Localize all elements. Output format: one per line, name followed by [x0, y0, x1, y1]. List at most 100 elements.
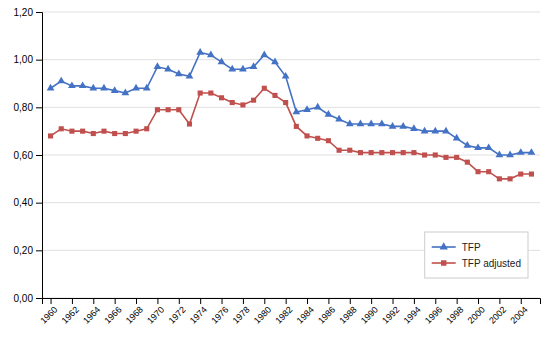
series-marker — [422, 152, 427, 157]
series-marker — [91, 131, 96, 136]
x-tick: 2000 — [466, 298, 487, 326]
x-tick-label: 1986 — [316, 304, 337, 325]
x-tick-mark — [328, 298, 329, 304]
series-marker — [410, 124, 418, 131]
series-marker — [175, 69, 183, 76]
x-tick: 1970 — [145, 298, 166, 326]
x-tick-label: 1998 — [444, 304, 465, 325]
x-tick-mark — [371, 298, 372, 304]
x-tick-label: 1988 — [337, 304, 358, 325]
x-tick-mark — [414, 298, 415, 304]
series-marker — [283, 100, 288, 105]
series-marker — [121, 89, 129, 96]
x-tick: 1996 — [423, 298, 444, 326]
x-tick-mark — [286, 298, 287, 304]
x-tick-mark — [499, 298, 500, 304]
series-marker — [47, 84, 55, 91]
y-tick-label: 0,00 — [14, 293, 34, 304]
series-marker — [431, 127, 439, 134]
y-axis-line — [36, 13, 43, 299]
x-tick-label: 2004 — [508, 304, 529, 325]
y-tick-label: 1,00 — [14, 54, 34, 65]
series-marker — [89, 84, 97, 91]
x-tick-mark — [72, 298, 73, 304]
series-marker — [379, 150, 384, 155]
series-marker — [260, 50, 268, 57]
series-marker — [166, 107, 171, 112]
x-tick-label: 1978 — [231, 304, 252, 325]
grid — [42, 12, 540, 298]
series-marker — [111, 86, 119, 93]
x-tick: 1998 — [444, 298, 465, 326]
x-tick: 1960 — [38, 298, 59, 326]
series-marker — [508, 176, 513, 181]
x-tick-label: 1984 — [295, 304, 316, 325]
x-tick-label: 1990 — [359, 304, 380, 325]
y-tick-mark — [36, 60, 42, 61]
series-marker — [358, 150, 363, 155]
grid-line — [42, 155, 540, 156]
x-tick: 1988 — [337, 298, 358, 326]
series-marker — [518, 172, 523, 177]
series-marker — [186, 72, 194, 79]
legend-box — [425, 232, 528, 278]
series-marker — [357, 120, 365, 127]
x-tick-mark — [222, 298, 223, 304]
x-tick-label: 1968 — [124, 304, 145, 325]
series-marker — [80, 129, 85, 134]
y-tick-mark — [36, 155, 42, 156]
y-tick-label: 1,20 — [14, 7, 34, 18]
x-tick: 1984 — [295, 298, 316, 326]
series-marker — [155, 107, 160, 112]
y-tick: 0,00 — [14, 293, 42, 304]
series-marker — [292, 108, 300, 115]
x-tick: 1962 — [60, 298, 81, 326]
x-tick: 1966 — [102, 298, 123, 326]
y-tick-mark — [36, 107, 42, 108]
series-marker — [367, 120, 375, 127]
series-marker — [347, 148, 352, 153]
grid-line — [42, 12, 540, 13]
x-tick-label: 1974 — [188, 304, 209, 325]
x-tick-mark — [521, 298, 522, 304]
x-tick: 1976 — [209, 298, 230, 326]
y-tick-mark — [36, 12, 42, 13]
series-marker — [474, 143, 482, 150]
y-tick: 0,40 — [14, 197, 42, 208]
series-marker — [272, 93, 277, 98]
x-tick: 1994 — [402, 298, 423, 326]
series-marker — [475, 169, 480, 174]
grid-line — [42, 59, 540, 60]
x-tick-label: 1964 — [81, 304, 102, 325]
series-marker — [164, 65, 172, 72]
y-tick-mark — [36, 298, 42, 299]
x-tick-label: 1980 — [252, 304, 273, 325]
x-tick-mark — [200, 298, 201, 304]
y-tick: 1,20 — [14, 7, 42, 18]
series-marker — [399, 122, 407, 129]
x-tick-mark — [93, 298, 94, 304]
y-tick-label: 0,60 — [14, 150, 34, 161]
series-marker — [528, 148, 536, 155]
plot: 1960196219641966196819701972197419761978… — [14, 7, 541, 326]
x-tick: 1968 — [124, 298, 145, 326]
x-tick-mark — [136, 298, 137, 304]
series-marker — [198, 90, 203, 95]
series-marker — [208, 90, 213, 95]
y-tick-mark — [36, 203, 42, 204]
series-marker — [335, 115, 343, 122]
series-marker — [68, 81, 76, 88]
y-tick-mark — [36, 250, 42, 251]
series-marker — [390, 150, 395, 155]
chart: 1960196219641966196819701972197419761978… — [0, 0, 554, 342]
series-marker — [69, 129, 74, 134]
series-marker — [378, 120, 386, 127]
series-marker — [442, 127, 450, 134]
series-marker — [325, 110, 333, 117]
series-marker — [48, 133, 53, 138]
legend-marker — [441, 260, 446, 265]
series-marker — [411, 150, 416, 155]
series-marker — [303, 105, 311, 112]
series-marker — [337, 148, 342, 153]
x-tick-mark — [350, 298, 351, 304]
